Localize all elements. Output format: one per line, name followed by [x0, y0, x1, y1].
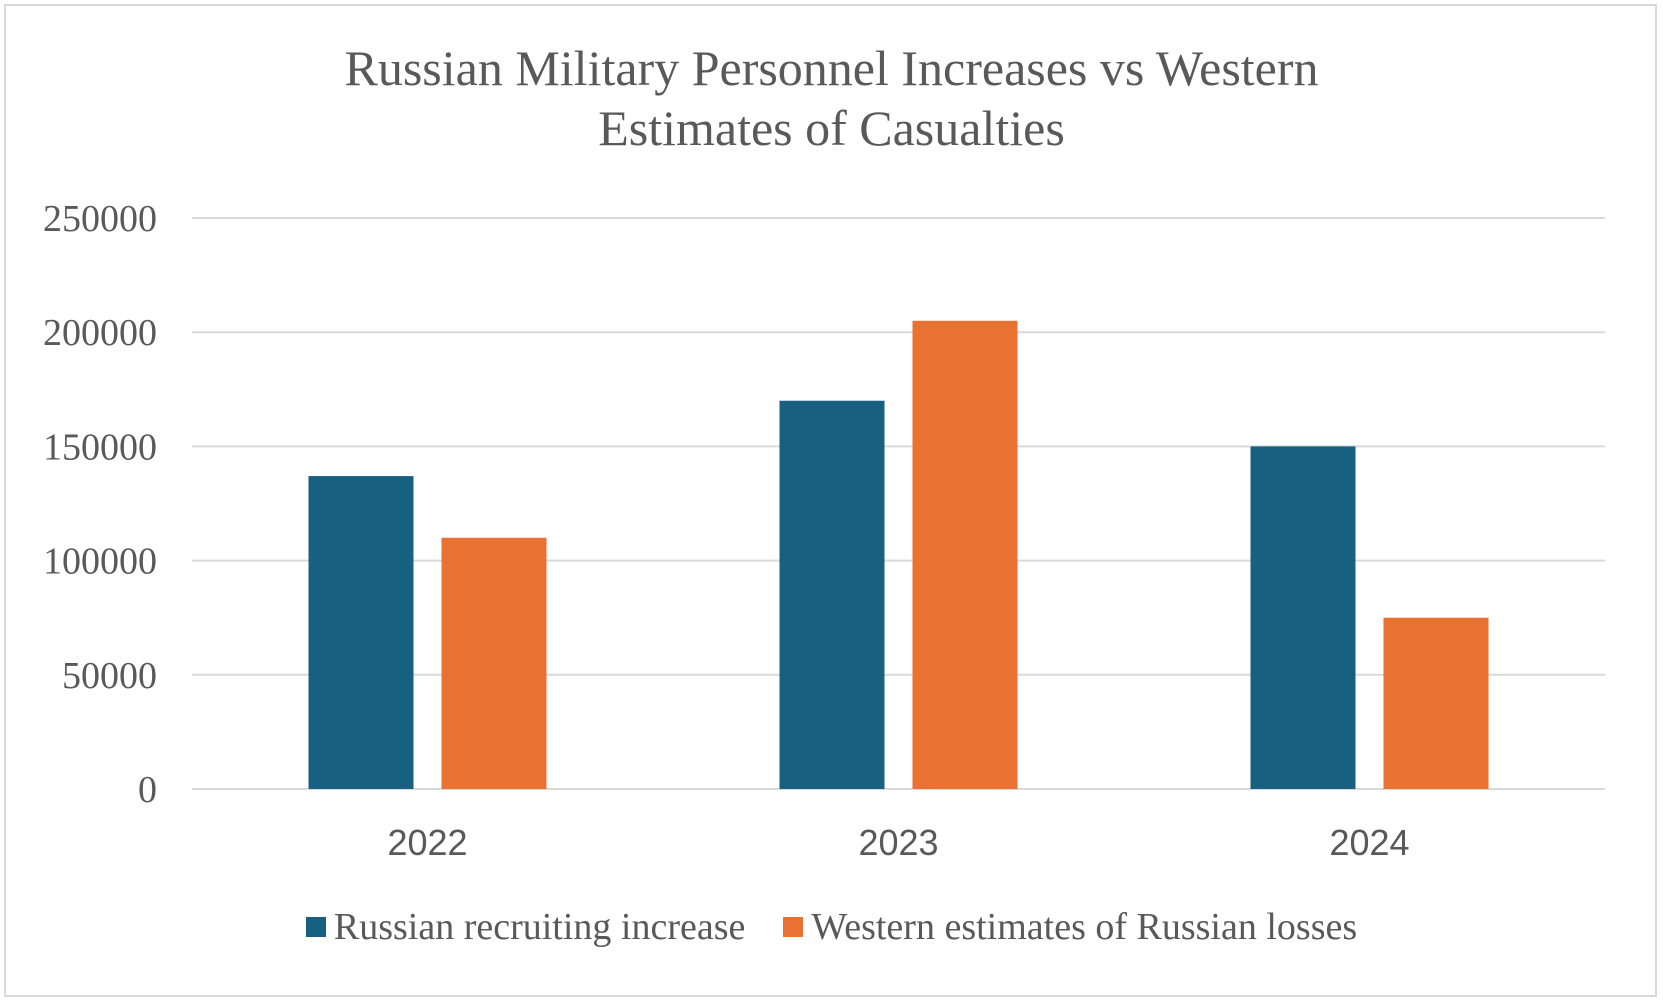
y-tick-label: 100000 — [43, 541, 157, 583]
legend-label-losses: Western estimates of Russian losses — [811, 906, 1358, 948]
y-tick-label: 150000 — [43, 426, 157, 468]
y-tick-label: 50000 — [62, 655, 157, 697]
bar-losses-2023 — [912, 320, 1018, 789]
x-tick-label: 2024 — [1329, 822, 1409, 863]
legend-swatch-losses — [783, 917, 804, 937]
legend-item-losses: Western estimates of Russian losses — [783, 905, 1357, 949]
bar-losses-2024 — [1383, 617, 1489, 789]
chart-legend: Russian recruiting increase Western esti… — [0, 905, 1663, 949]
legend-label-recruiting: Russian recruiting increase — [333, 906, 746, 948]
bar-recruiting-2023 — [779, 400, 885, 789]
bar-recruiting-2024 — [1250, 446, 1356, 789]
bar-losses-2022 — [441, 537, 547, 789]
y-tick-label: 200000 — [43, 312, 157, 354]
legend-item-recruiting: Russian recruiting increase — [305, 905, 746, 949]
x-tick-label: 2023 — [858, 822, 938, 863]
x-tick-label: 2022 — [387, 822, 467, 863]
chart-title: Russian Military Personnel Increases vs … — [344, 40, 1319, 156]
bar-recruiting-2022 — [308, 476, 414, 789]
y-tick-label: 0 — [138, 769, 157, 811]
y-tick-label: 250000 — [43, 198, 157, 240]
legend-swatch-recruiting — [305, 917, 326, 937]
